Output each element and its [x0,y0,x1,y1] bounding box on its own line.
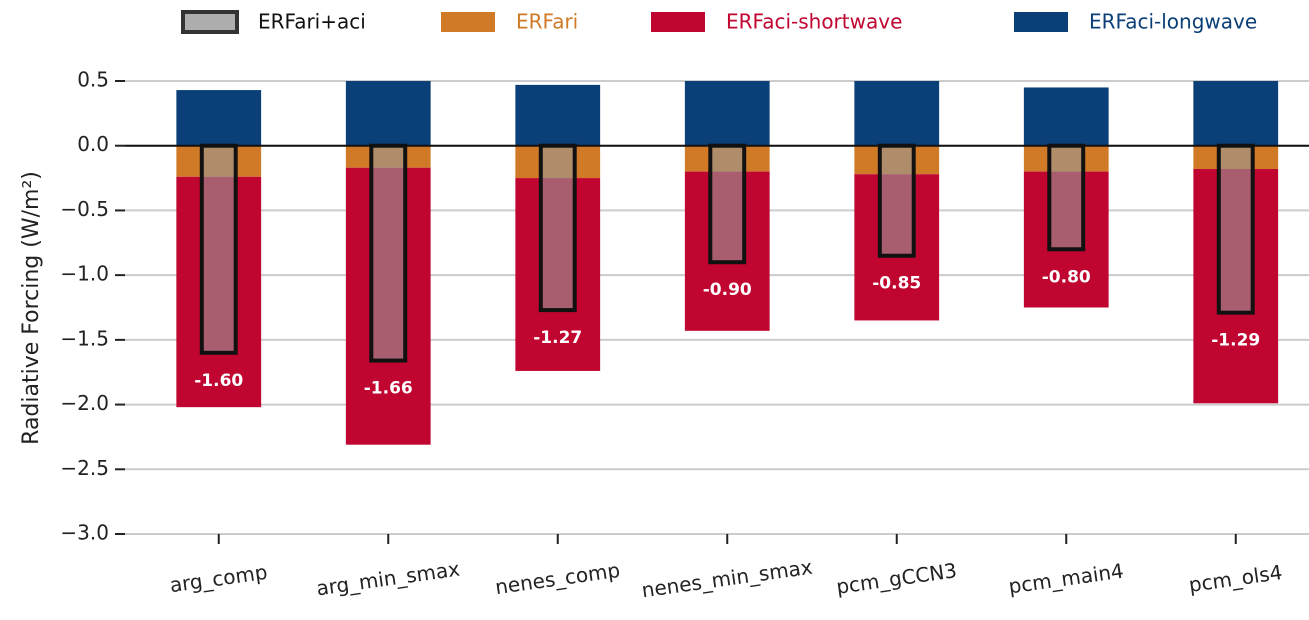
legend-swatch [181,10,239,34]
x-tick-label: nenes_min_smax [640,555,814,603]
x-tick-label: pcm_ols4 [1187,560,1284,597]
total-bar [1047,143,1086,252]
bar-segment [854,81,940,146]
legend-label: ERFaci-shortwave [726,10,902,34]
value-label: -1.60 [194,371,243,391]
x-tick-label: pcm_gCCN3 [835,558,959,599]
x-tick-label: nenes_comp [494,558,622,599]
legend-label: ERFaci-longwave [1089,10,1257,34]
legend-swatch [441,12,495,32]
y-tick-label: −0.5 [60,197,109,221]
legend-label: ERFari [516,10,578,34]
y-tick-label: 0.0 [77,132,109,156]
bar-segment [345,81,431,146]
total-bar [877,143,916,258]
total-bar [199,143,238,355]
y-axis-title: Radiative Forcing (W/m²) [19,171,44,445]
bar-segment [515,84,601,146]
y-tick-label: −1.0 [60,262,109,286]
legend-swatch [1014,12,1068,32]
value-label: -0.90 [703,280,752,300]
total-bar [1216,143,1255,315]
y-tick-label: −2.5 [60,456,109,480]
total-bar [369,143,408,363]
bar-segment [1023,87,1109,146]
legend-swatch [651,12,705,32]
x-tick-label: arg_min_smax [315,557,462,601]
bar-segment [684,81,770,146]
total-bar [708,143,747,265]
value-label: -1.66 [364,379,413,399]
value-label: -1.29 [1211,331,1260,351]
x-tick-label: pcm_main4 [1007,559,1125,599]
bar-segment [176,90,262,146]
value-label: -0.80 [1042,267,1091,287]
y-tick-label: 0.5 [77,68,109,92]
total-bar [538,143,577,313]
x-tick-label: arg_comp [168,560,269,597]
value-label: -1.27 [533,328,582,348]
value-label: -0.85 [872,274,921,294]
plot-area [176,81,1279,445]
y-tick-label: −3.0 [60,521,109,545]
bar-segment [1193,81,1279,146]
legend-label: ERFari+aci [258,10,366,34]
y-tick-label: −1.5 [60,326,109,350]
y-tick-label: −2.0 [60,391,109,415]
